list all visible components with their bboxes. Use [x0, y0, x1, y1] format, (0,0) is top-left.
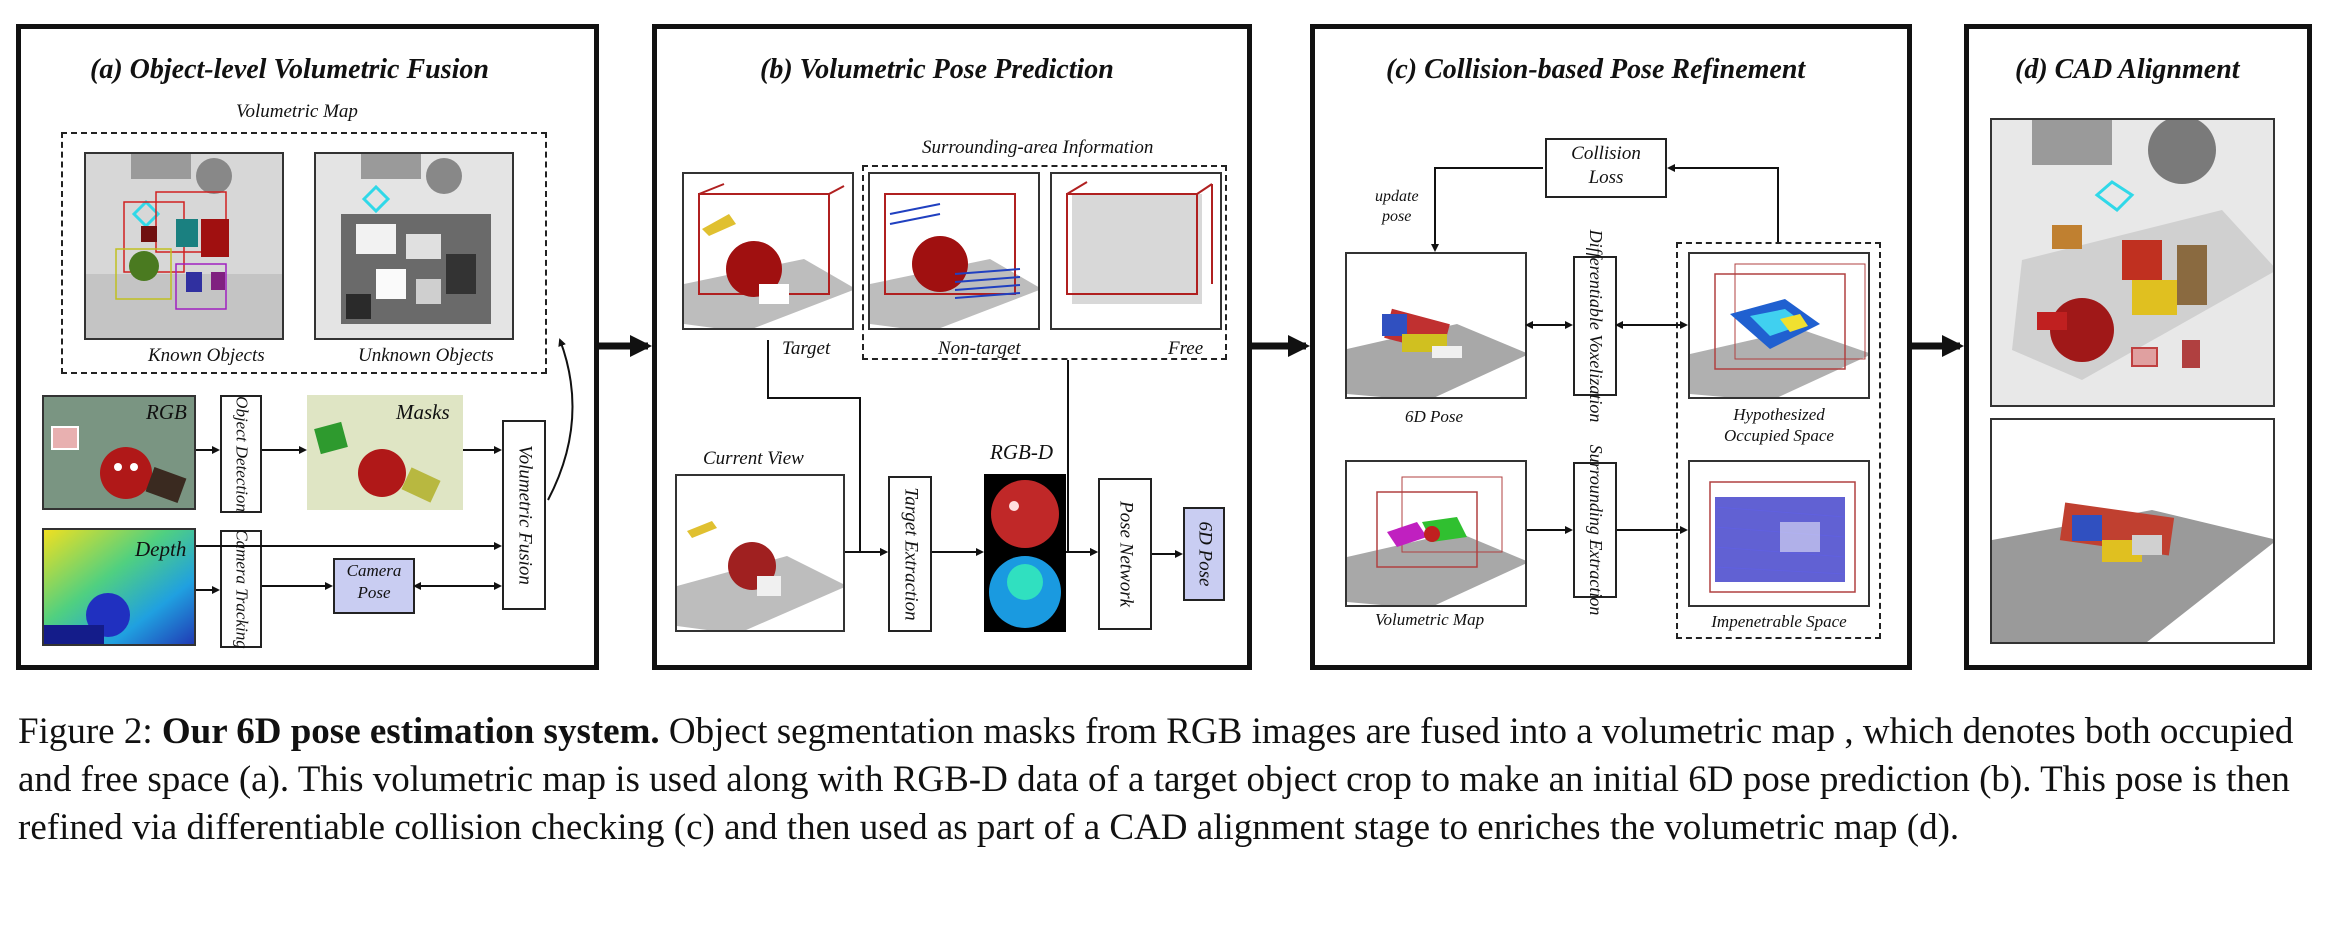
target-extraction-box: [888, 476, 932, 632]
unknown-objects-image: [314, 152, 514, 340]
masks-label: Masks: [396, 400, 450, 424]
volumetric-map-scene-image: [1345, 460, 1527, 607]
free-voxel-image: [1050, 172, 1222, 330]
impenetrable-space-image: [1688, 460, 1870, 607]
volumetric-fusion-box: [502, 420, 546, 610]
non-target-voxel-image: [868, 172, 1040, 330]
impenetrable-space-label: Impenetrable Space: [1711, 612, 1847, 631]
cad-voxel-scene-image: [1990, 418, 2275, 644]
collision-loss-label-line2: Loss: [1588, 167, 1624, 188]
camera-pose-box: [333, 558, 415, 614]
rgbd-crop-image: [984, 474, 1066, 632]
non-target-label: Non-target: [938, 338, 1021, 359]
rgbd-label: RGB-D: [990, 440, 1053, 464]
collision-loss-label-line1: Collision: [1571, 143, 1641, 164]
caption-prefix: Figure 2:: [18, 711, 162, 752]
update-pose-label-line1: update: [1375, 188, 1419, 205]
masks-image: [307, 395, 463, 510]
hypothesized-occupied-image: [1688, 252, 1870, 399]
camera-pose-label: Camera Pose: [346, 561, 402, 602]
volumetric-map-label: Volumetric Map: [236, 101, 358, 122]
rgb-label: RGB: [146, 400, 187, 424]
6d-pose-scene-image: [1345, 252, 1527, 399]
depth-image: [42, 528, 196, 646]
hypothesized-label-line2: Occupied Space: [1724, 426, 1834, 445]
object-detection-box: [220, 395, 262, 513]
current-view-image: [675, 474, 845, 632]
panel-d-title: (d) CAD Alignment: [2015, 54, 2240, 85]
camera-tracking-box: [220, 530, 262, 648]
6d-pose-output-box: [1183, 507, 1225, 601]
figure-caption: Figure 2: Our 6D pose estimation system.…: [18, 708, 2318, 852]
panel-a-title: (a) Object-level Volumetric Fusion: [90, 54, 489, 85]
caption-bold: Our 6D pose estimation system.: [161, 711, 660, 752]
target-label: Target: [782, 338, 831, 359]
free-label: Free: [1168, 338, 1204, 359]
unknown-objects-label: Unknown Objects: [358, 345, 494, 366]
surrounding-region: [862, 165, 1227, 360]
caption-text: Object segmentation masks from RGB image…: [18, 711, 2294, 848]
current-view-label: Current View: [703, 448, 804, 469]
cad-aligned-scene-image: [1990, 118, 2275, 407]
volumetric-map-scene-label: Volumetric Map: [1375, 610, 1485, 629]
target-voxel-image: [682, 172, 854, 330]
update-pose-label-line2: pose: [1382, 208, 1412, 225]
hypothesis-region: [1676, 242, 1881, 639]
surrounding-extraction-box: [1573, 462, 1617, 598]
panel-b-title: (b) Volumetric Pose Prediction: [760, 54, 1114, 85]
known-objects-image: [84, 152, 284, 340]
volumetric-map-region: [61, 132, 547, 374]
depth-label: Depth: [135, 537, 187, 561]
hypothesized-label-line1: Hypothesized: [1733, 405, 1825, 424]
rgb-image: [42, 395, 196, 510]
collision-loss-box: [1545, 138, 1667, 198]
connector-arrows: [196, 164, 1964, 594]
known-objects-label: Known Objects: [148, 345, 265, 366]
surrounding-label: Surrounding-area Information: [922, 137, 1154, 158]
6d-pose-scene-label: 6D Pose: [1405, 407, 1464, 426]
pose-network-box: [1098, 478, 1152, 630]
panel-c-title: (c) Collision-based Pose Refinement: [1386, 54, 1806, 85]
